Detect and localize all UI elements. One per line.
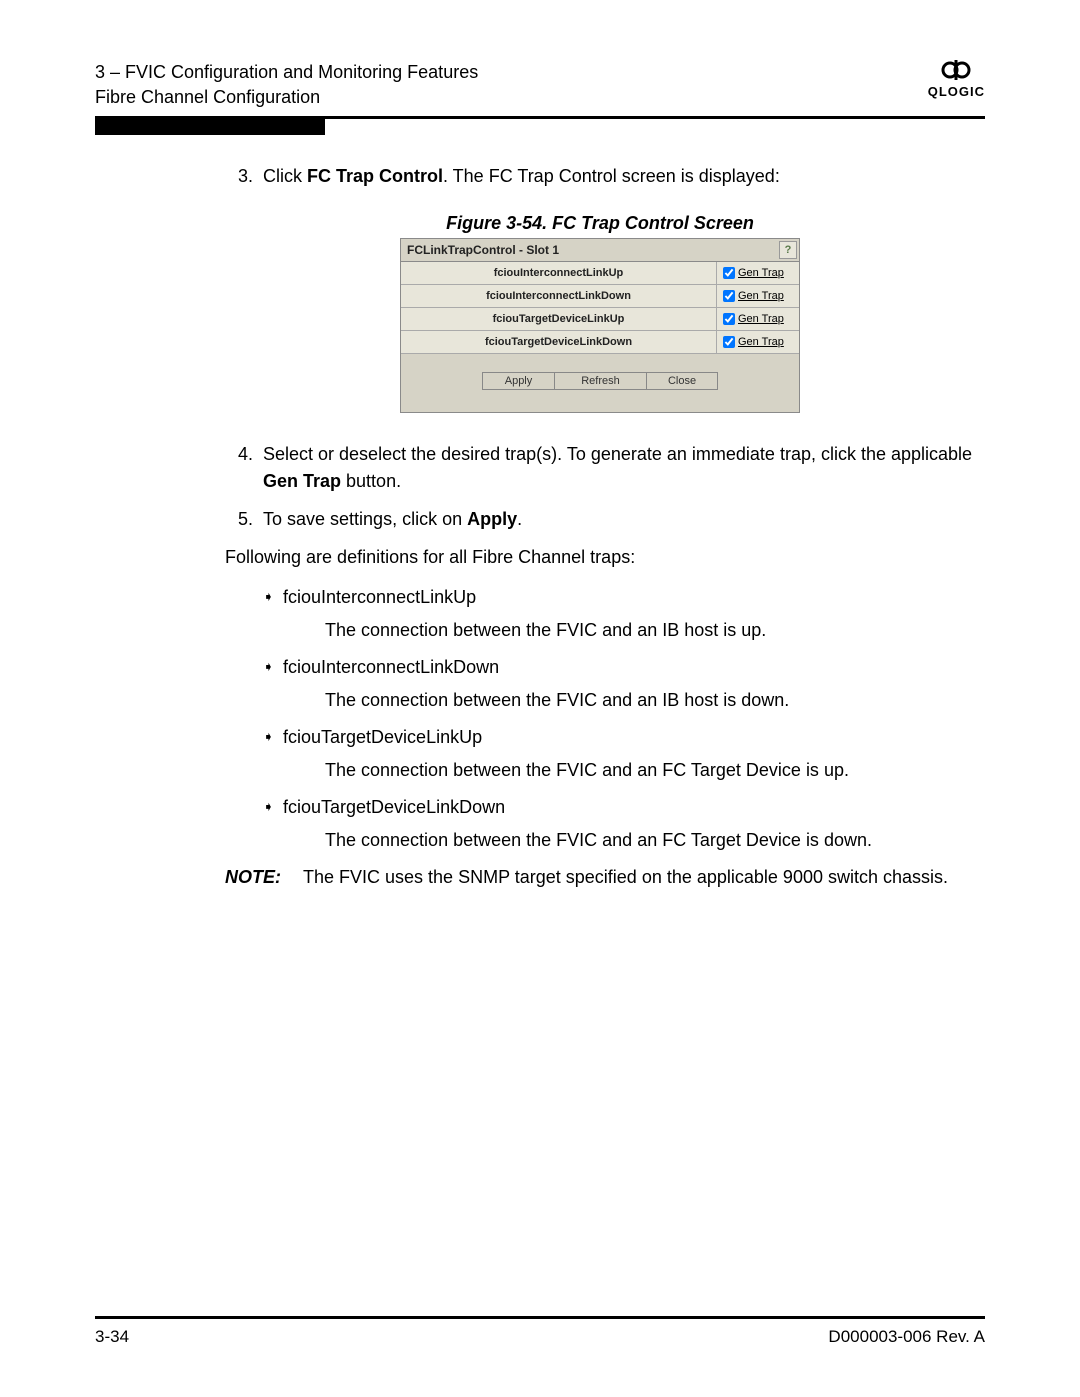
definition-item: ➧ fciouTargetDeviceLinkUp	[263, 724, 975, 751]
note: NOTE: The FVIC uses the SNMP target spec…	[225, 864, 975, 891]
definition-desc: The connection between the FVIC and an I…	[325, 687, 975, 714]
step-3-body: Click FC Trap Control. The FC Trap Contr…	[263, 163, 975, 189]
step-3: 3. Click FC Trap Control. The FC Trap Co…	[225, 163, 975, 189]
step-4-bold: Gen Trap	[263, 471, 341, 491]
trap-ctrl: Gen Trap	[717, 308, 799, 330]
definition-item: ➧ fciouInterconnectLinkUp	[263, 584, 975, 611]
trap-row: fciouTargetDeviceLinkDown Gen Trap	[401, 331, 799, 354]
definition-name: fciouTargetDeviceLinkDown	[283, 794, 975, 821]
gen-trap-label[interactable]: Gen Trap	[738, 267, 784, 279]
step-5-body: To save settings, click on Apply.	[263, 506, 975, 532]
note-label: NOTE:	[225, 864, 303, 891]
close-button[interactable]: Close	[646, 372, 718, 390]
panel-title: FCLinkTrapControl - Slot 1	[401, 240, 777, 260]
step-4-body: Select or deselect the desired trap(s). …	[263, 441, 975, 493]
step-3-bold: FC Trap Control	[307, 166, 443, 186]
doc-revision: D000003-006 Rev. A	[828, 1327, 985, 1347]
step-5-bold: Apply	[467, 509, 517, 529]
gen-trap-checkbox[interactable]	[723, 313, 735, 325]
gen-trap-checkbox[interactable]	[723, 336, 735, 348]
footer-rule	[95, 1316, 985, 1319]
bullet-icon: ➧	[263, 794, 283, 821]
footer-row: 3-34 D000003-006 Rev. A	[95, 1327, 985, 1347]
step-4-a: Select or deselect the desired trap(s). …	[263, 444, 972, 464]
step-5-b: .	[517, 509, 522, 529]
step-5-num: 5.	[225, 506, 253, 532]
apply-button[interactable]: Apply	[482, 372, 554, 390]
trap-name: fciouInterconnectLinkDown	[401, 285, 717, 307]
step-5-a: To save settings, click on	[263, 509, 467, 529]
bullet-icon: ➧	[263, 584, 283, 611]
trap-name: fciouTargetDeviceLinkDown	[401, 331, 717, 353]
definition-desc: The connection between the FVIC and an F…	[325, 827, 975, 854]
trap-ctrl: Gen Trap	[717, 262, 799, 284]
logo-icon	[928, 60, 985, 84]
panel-buttons: Apply Refresh Close	[401, 354, 799, 412]
definition-name: fciouInterconnectLinkUp	[283, 584, 975, 611]
bullet-icon: ➧	[263, 724, 283, 751]
page-number: 3-34	[95, 1327, 129, 1347]
page-footer: 3-34 D000003-006 Rev. A	[95, 1316, 985, 1347]
step-3-post: . The FC Trap Control screen is displaye…	[443, 166, 780, 186]
bullet-icon: ➧	[263, 654, 283, 681]
header-black-bar	[95, 119, 325, 135]
gen-trap-label[interactable]: Gen Trap	[738, 290, 784, 302]
step-4-num: 4.	[225, 441, 253, 493]
step-5: 5. To save settings, click on Apply.	[225, 506, 975, 532]
gen-trap-checkbox[interactable]	[723, 290, 735, 302]
trap-name: fciouInterconnectLinkUp	[401, 262, 717, 284]
step-4-b: button.	[341, 471, 401, 491]
trap-row: fciouInterconnectLinkDown Gen Trap	[401, 285, 799, 308]
step-3-pre: Click	[263, 166, 307, 186]
definition-name: fciouTargetDeviceLinkUp	[283, 724, 975, 751]
trap-row: fciouTargetDeviceLinkUp Gen Trap	[401, 308, 799, 331]
trap-ctrl: Gen Trap	[717, 331, 799, 353]
trap-ctrl: Gen Trap	[717, 285, 799, 307]
definition-item: ➧ fciouTargetDeviceLinkDown	[263, 794, 975, 821]
gen-trap-label[interactable]: Gen Trap	[738, 313, 784, 325]
definition-desc: The connection between the FVIC and an I…	[325, 617, 975, 644]
definition-name: fciouInterconnectLinkDown	[283, 654, 975, 681]
following-text: Following are definitions for all Fibre …	[225, 544, 975, 570]
trap-name: fciouTargetDeviceLinkUp	[401, 308, 717, 330]
gen-trap-checkbox[interactable]	[723, 267, 735, 279]
trap-row: fciouInterconnectLinkUp Gen Trap	[401, 262, 799, 285]
refresh-button[interactable]: Refresh	[554, 372, 646, 390]
panel-titlebar: FCLinkTrapControl - Slot 1 ?	[401, 239, 799, 262]
header-line2: Fibre Channel Configuration	[95, 85, 478, 110]
definition-desc: The connection between the FVIC and an F…	[325, 757, 975, 784]
step-4: 4. Select or deselect the desired trap(s…	[225, 441, 975, 493]
step-3-num: 3.	[225, 163, 253, 189]
trap-control-panel: FCLinkTrapControl - Slot 1 ? fciouInterc…	[400, 238, 800, 413]
gen-trap-label[interactable]: Gen Trap	[738, 336, 784, 348]
header-line1: 3 – FVIC Configuration and Monitoring Fe…	[95, 60, 478, 85]
help-button[interactable]: ?	[779, 241, 797, 259]
figure-caption: Figure 3-54. FC Trap Control Screen	[225, 213, 975, 234]
page-header: 3 – FVIC Configuration and Monitoring Fe…	[95, 60, 478, 110]
note-text: The FVIC uses the SNMP target specified …	[303, 864, 975, 891]
brand-logo: QLOGIC	[928, 60, 985, 99]
definition-item: ➧ fciouInterconnectLinkDown	[263, 654, 975, 681]
logo-text: QLOGIC	[928, 84, 985, 99]
